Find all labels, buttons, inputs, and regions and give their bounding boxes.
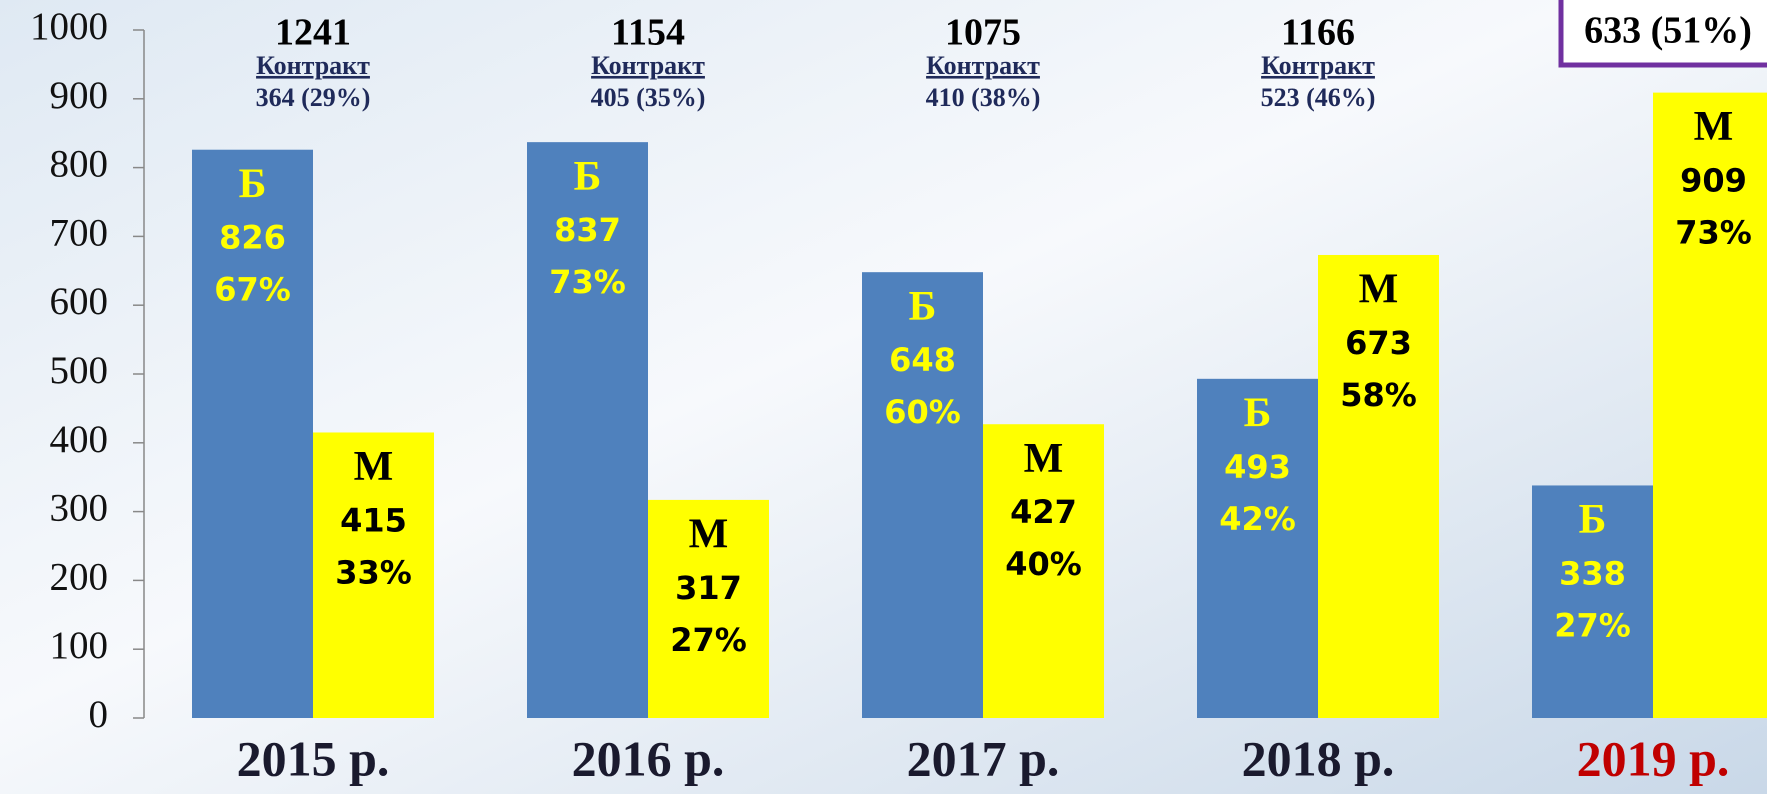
series-letter: М (1024, 436, 1064, 482)
total-label: 1166 (1281, 12, 1355, 54)
bar (983, 424, 1104, 718)
category-label: 2015 р. (237, 730, 390, 786)
value-label: 317 (675, 569, 742, 607)
bar (862, 272, 983, 718)
value-label: 493 (1224, 448, 1291, 486)
series-letter: М (354, 444, 394, 490)
contract-box (1558, 0, 1767, 68)
total-label: 1241 (275, 12, 351, 54)
contract-label: 410 (38%) (926, 83, 1041, 112)
series-letter: Б (239, 161, 267, 207)
total-label: 1075 (945, 12, 1021, 54)
y-tick-label: 900 (50, 74, 109, 117)
value-label: 648 (889, 341, 956, 379)
percent-label: 58% (1340, 376, 1417, 414)
value-label: 909 (1680, 162, 1747, 200)
bar (1532, 485, 1653, 718)
value-label: 826 (219, 219, 286, 257)
contract-title: Контракт (1261, 51, 1375, 80)
series-letter: Б (574, 154, 602, 200)
y-tick-label: 200 (50, 555, 109, 598)
bar (527, 142, 648, 719)
bar (1318, 254, 1439, 718)
contract-title: Контракт (256, 51, 370, 80)
contract-title: Контракт (591, 51, 705, 80)
value-label: 837 (554, 211, 621, 249)
bar (192, 149, 313, 718)
percent-label: 42% (1219, 500, 1296, 538)
percent-label: 67% (214, 271, 291, 309)
category-label: 2016 р. (572, 730, 725, 786)
series-letter: М (689, 512, 729, 558)
y-tick-label: 300 (50, 487, 109, 530)
y-tick-label: 700 (50, 211, 109, 254)
value-label: 338 (1559, 554, 1626, 592)
percent-label: 33% (335, 553, 412, 591)
contract-label: 633 (51%) (1584, 10, 1752, 52)
percent-label: 73% (1675, 214, 1752, 252)
bar (648, 499, 769, 718)
y-tick-label: 100 (50, 624, 109, 667)
percent-label: 27% (670, 621, 747, 659)
bar (1653, 92, 1767, 718)
series-letter: М (1359, 267, 1399, 313)
contract-title: Контракт (926, 51, 1040, 80)
y-tick-label: 1000 (30, 5, 108, 48)
contract-label: 405 (35%) (591, 83, 706, 112)
percent-label: 27% (1554, 606, 1631, 644)
y-tick-label: 400 (50, 418, 109, 461)
percent-label: 73% (549, 263, 626, 301)
y-tick-label: 600 (50, 280, 109, 323)
value-label: 673 (1345, 324, 1412, 362)
y-tick-label: 0 (89, 693, 109, 736)
series-letter: Б (909, 284, 937, 330)
percent-label: 40% (1005, 545, 1082, 583)
value-label: 415 (340, 501, 407, 539)
y-tick-label: 500 (50, 349, 109, 392)
percent-label: 60% (884, 393, 961, 431)
contract-label: 523 (46%) (1261, 83, 1376, 112)
bar (313, 432, 434, 718)
category-label: 2017 р. (907, 730, 1060, 786)
bar (1197, 378, 1318, 718)
series-letter: Б (1579, 497, 1607, 543)
value-label: 427 (1010, 493, 1077, 531)
y-tick-label: 800 (50, 143, 109, 186)
series-letter: М (1694, 104, 1734, 150)
series-letter: Б (1244, 390, 1272, 436)
total-label: 1154 (611, 12, 685, 54)
category-label: 2018 р. (1242, 730, 1395, 786)
contract-label: 364 (29%) (256, 83, 371, 112)
category-label: 2019 р. (1577, 730, 1730, 786)
